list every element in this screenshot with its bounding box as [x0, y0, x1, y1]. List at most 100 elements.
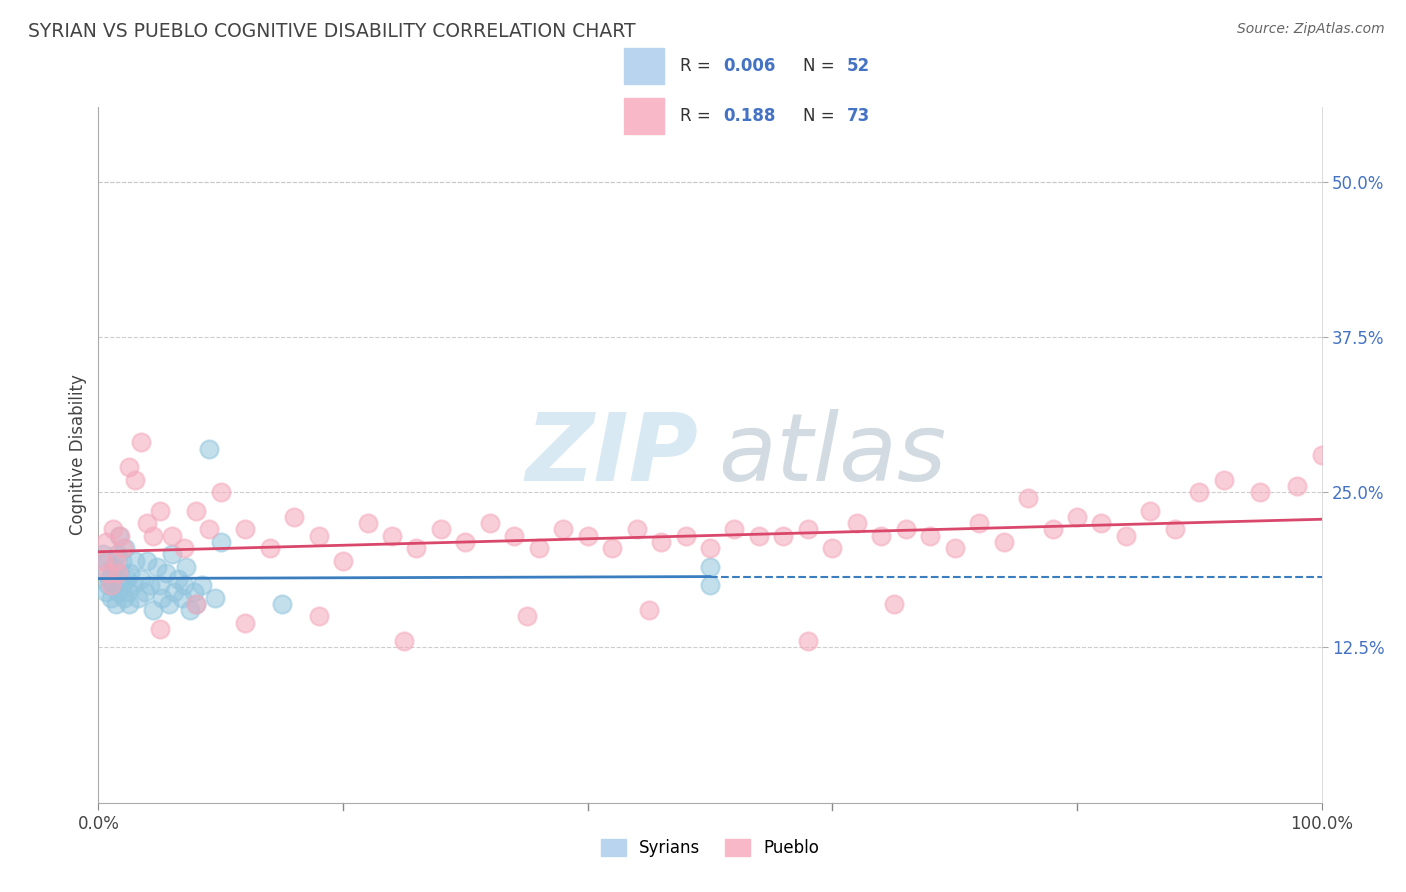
Text: 0.006: 0.006 [723, 57, 775, 75]
Point [197, 523, 219, 537]
Point [179, 603, 201, 617]
Text: atlas: atlas [718, 409, 946, 500]
Point [1249, 485, 1271, 500]
Point [553, 523, 575, 537]
Point [186, 597, 208, 611]
Point [98, 572, 121, 586]
Point [94, 535, 117, 549]
Point [107, 566, 129, 580]
Point [1090, 516, 1112, 531]
Point [124, 553, 146, 567]
Point [97, 578, 120, 592]
Point [157, 597, 180, 611]
Point [675, 529, 697, 543]
Point [637, 603, 661, 617]
Point [478, 516, 501, 531]
Point [176, 559, 198, 574]
Point [308, 529, 330, 543]
FancyBboxPatch shape [624, 48, 664, 84]
Point [197, 442, 219, 456]
Text: Source: ZipAtlas.com: Source: ZipAtlas.com [1237, 22, 1385, 37]
Point [1139, 504, 1161, 518]
Point [107, 584, 129, 599]
Point [91, 553, 114, 567]
Point [259, 541, 281, 555]
Point [150, 591, 173, 605]
Point [1115, 529, 1137, 543]
Point [155, 566, 177, 580]
Point [101, 578, 124, 592]
Point [105, 547, 128, 561]
Point [894, 523, 917, 537]
Point [515, 609, 537, 624]
Point [160, 529, 183, 543]
Point [170, 591, 193, 605]
Point [139, 578, 162, 592]
Point [821, 541, 844, 555]
Point [209, 535, 232, 549]
Point [112, 591, 135, 605]
Point [115, 572, 138, 586]
Point [117, 584, 139, 599]
Point [111, 578, 134, 592]
Point [94, 584, 117, 599]
Point [332, 553, 354, 567]
Point [870, 529, 893, 543]
Point [120, 566, 142, 580]
Y-axis label: Cognitive Disability: Cognitive Disability [69, 375, 87, 535]
Point [797, 523, 820, 537]
Point [772, 529, 794, 543]
Point [118, 460, 141, 475]
Point [191, 578, 214, 592]
Point [146, 559, 169, 574]
Text: N =: N = [803, 57, 841, 75]
Text: 52: 52 [846, 57, 870, 75]
Point [392, 634, 416, 648]
Point [308, 609, 330, 624]
Point [405, 541, 427, 555]
Point [114, 541, 136, 555]
Text: ZIP: ZIP [526, 409, 699, 501]
Point [163, 584, 186, 599]
Point [943, 541, 966, 555]
Point [920, 529, 942, 543]
Point [699, 578, 721, 592]
Point [173, 541, 195, 555]
Point [124, 473, 146, 487]
Point [283, 510, 305, 524]
Point [454, 535, 477, 549]
Point [1066, 510, 1088, 524]
FancyBboxPatch shape [624, 98, 664, 134]
Point [233, 523, 256, 537]
Point [626, 523, 648, 537]
Point [136, 516, 159, 531]
Point [845, 516, 868, 531]
Point [96, 553, 118, 567]
Point [104, 553, 127, 567]
Point [503, 529, 526, 543]
Text: 73: 73 [846, 107, 870, 125]
Point [100, 578, 122, 592]
Point [149, 622, 172, 636]
Point [127, 591, 149, 605]
Point [149, 504, 172, 518]
Point [183, 584, 205, 599]
Point [1310, 448, 1333, 462]
Point [1188, 485, 1211, 500]
Point [576, 529, 599, 543]
Text: R =: R = [679, 57, 716, 75]
Point [134, 584, 156, 599]
Point [136, 553, 159, 567]
Point [233, 615, 256, 630]
Point [103, 559, 125, 574]
Point [167, 572, 190, 586]
Text: SYRIAN VS PUEBLO COGNITIVE DISABILITY CORRELATION CHART: SYRIAN VS PUEBLO COGNITIVE DISABILITY CO… [28, 22, 636, 41]
Point [186, 504, 208, 518]
Point [121, 578, 143, 592]
Point [1286, 479, 1309, 493]
Point [104, 597, 127, 611]
Legend: Syrians, Pueblo: Syrians, Pueblo [593, 832, 827, 864]
Point [110, 529, 132, 543]
Point [967, 516, 990, 531]
Point [1017, 491, 1039, 506]
